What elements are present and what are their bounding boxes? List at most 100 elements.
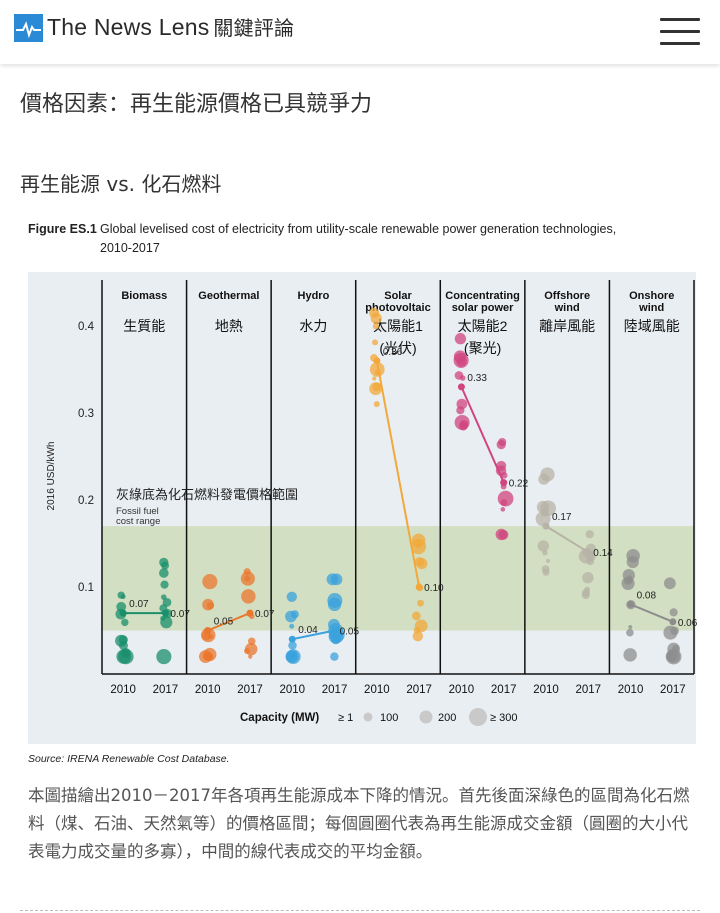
data-label-2010: 0.04 <box>298 625 318 636</box>
chart-panel <box>28 272 696 744</box>
figure-caption: 本圖描繪出2010－2017年各項再生能源成本下降的情況。首先後面深綠色的區間為… <box>28 786 690 861</box>
average-line <box>630 603 674 623</box>
project-bubble <box>454 371 464 380</box>
series-name: wind <box>554 302 580 314</box>
project-bubble <box>121 618 129 627</box>
x-tick-label: 2010 <box>195 684 221 696</box>
project-bubble <box>202 574 218 590</box>
project-bubble <box>411 533 426 548</box>
project-bubble <box>546 558 551 563</box>
project-bubble <box>413 626 421 634</box>
project-bubble <box>160 580 169 589</box>
project-bubble <box>500 499 508 507</box>
series-name-zh: 陸域風能 <box>624 318 680 334</box>
average-point-2010 <box>288 635 296 643</box>
lcoe-chart: Figure ES.1 Global levelised cost of ele… <box>28 222 698 765</box>
size-legend-label: 200 <box>438 712 456 724</box>
series-name-zh: 生質能 <box>123 318 165 334</box>
project-bubble <box>204 652 213 661</box>
project-bubble <box>663 577 676 590</box>
project-bubble <box>372 323 379 330</box>
project-bubble <box>372 382 382 392</box>
project-bubble <box>289 623 295 629</box>
project-bubble <box>411 611 421 621</box>
fossil-fuel-label: cost range <box>116 516 160 527</box>
y-tick-label: 0.4 <box>78 321 95 333</box>
project-bubble <box>160 594 167 600</box>
project-bubble <box>626 628 634 637</box>
project-bubble <box>500 507 506 512</box>
x-tick-label: 2017 <box>237 684 263 696</box>
project-bubble <box>372 376 377 381</box>
series-name-zh: 地熱 <box>215 318 243 334</box>
x-tick-label: 2010 <box>618 684 644 696</box>
fossil-fuel-annotation-zh: 灰綠底為化石燃料發電價格範圍 <box>116 487 298 502</box>
project-bubble <box>582 572 594 584</box>
brand-name-en: The News Lens <box>47 14 210 40</box>
x-tick-label: 2017 <box>575 684 601 696</box>
project-bubble <box>628 624 633 629</box>
y-tick-label: 0.3 <box>78 408 94 420</box>
brand-name[interactable]: The News Lens 關鍵評論 <box>47 12 294 41</box>
hamburger-menu-icon[interactable] <box>660 18 700 46</box>
project-bubble <box>495 528 508 541</box>
fossil-fuel-band <box>102 526 694 631</box>
project-bubble <box>156 649 172 665</box>
data-label-2010: 0.07 <box>129 599 149 610</box>
data-label-2017: 0.05 <box>340 627 360 638</box>
series-name-zh: 太陽能1 <box>373 318 423 334</box>
project-bubble <box>538 473 550 485</box>
project-bubble <box>581 588 590 597</box>
series-name: Hydro <box>298 290 330 302</box>
average-point-2010 <box>542 522 550 530</box>
size-legend-title: Capacity (MW) <box>240 712 319 724</box>
project-bubble <box>160 616 173 629</box>
data-label-2010: 0.08 <box>637 590 657 601</box>
data-label-2017: 0.22 <box>509 479 529 490</box>
brand-logo-icon[interactable] <box>14 14 43 42</box>
project-bubble <box>118 641 128 651</box>
average-point-2010 <box>457 383 465 391</box>
project-bubble <box>672 654 677 659</box>
project-bubble <box>536 500 550 514</box>
project-bubble <box>159 568 169 578</box>
project-bubble <box>454 333 467 345</box>
size-legend-circle <box>419 710 433 724</box>
project-bubble <box>372 339 379 346</box>
subsection-title: 再生能源 vs. 化石燃料 <box>20 172 222 196</box>
project-bubble <box>327 597 342 612</box>
x-tick-label: 2017 <box>660 684 686 696</box>
data-label-2017: 0.06 <box>678 618 698 629</box>
average-point-2010 <box>119 609 127 617</box>
size-legend-circle <box>469 708 487 726</box>
average-point-2010 <box>627 600 635 608</box>
average-line <box>207 612 251 632</box>
y-axis-label: 2016 USD/kWh <box>46 442 57 511</box>
project-bubble <box>326 573 339 586</box>
x-tick-label: 2017 <box>153 684 179 696</box>
average-point-2010 <box>204 627 212 634</box>
project-bubble <box>328 618 340 631</box>
project-bubble <box>498 437 507 447</box>
data-label-2017: 0.14 <box>593 548 613 559</box>
x-tick-label: 2010 <box>364 684 390 696</box>
series-name: Offshore <box>544 290 590 302</box>
project-bubble <box>161 561 170 570</box>
project-bubble <box>663 625 678 640</box>
series-name: wind <box>638 302 664 314</box>
series-name: Concentrating <box>445 290 520 302</box>
x-tick-label: 2017 <box>406 684 432 696</box>
dashed-divider <box>20 910 700 911</box>
data-label-2010: 0.17 <box>552 512 572 523</box>
series-name: Geothermal <box>198 290 259 302</box>
project-bubble <box>206 602 215 610</box>
data-label-2017: 0.07 <box>170 609 190 620</box>
series-name-zh-sub: (聚光) <box>464 340 501 356</box>
figure-label: Figure ES.1 <box>28 222 97 236</box>
project-bubble <box>288 641 297 650</box>
x-tick-label: 2017 <box>491 684 517 696</box>
data-label-2010: 0.05 <box>214 617 234 628</box>
project-bubble <box>456 398 468 410</box>
source-note: Source: IRENA Renewable Cost Database. <box>28 753 230 765</box>
